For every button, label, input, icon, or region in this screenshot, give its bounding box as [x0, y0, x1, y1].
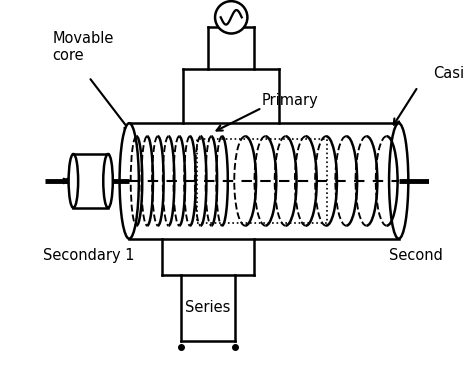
Bar	[129, 123, 399, 239]
Ellipse shape	[103, 154, 113, 208]
Text: Secondary 1: Secondary 1	[43, 248, 134, 263]
Text: Second: Second	[389, 248, 443, 263]
Text: Casi: Casi	[433, 66, 465, 81]
Bar	[197, 139, 328, 223]
Text: Series: Series	[185, 300, 231, 315]
Ellipse shape	[389, 123, 408, 239]
Text: Primary: Primary	[262, 93, 319, 108]
Ellipse shape	[119, 123, 139, 239]
Circle shape	[215, 1, 247, 33]
Ellipse shape	[69, 154, 78, 208]
Bar	[73, 154, 108, 208]
Text: Movable
core: Movable core	[52, 31, 114, 63]
